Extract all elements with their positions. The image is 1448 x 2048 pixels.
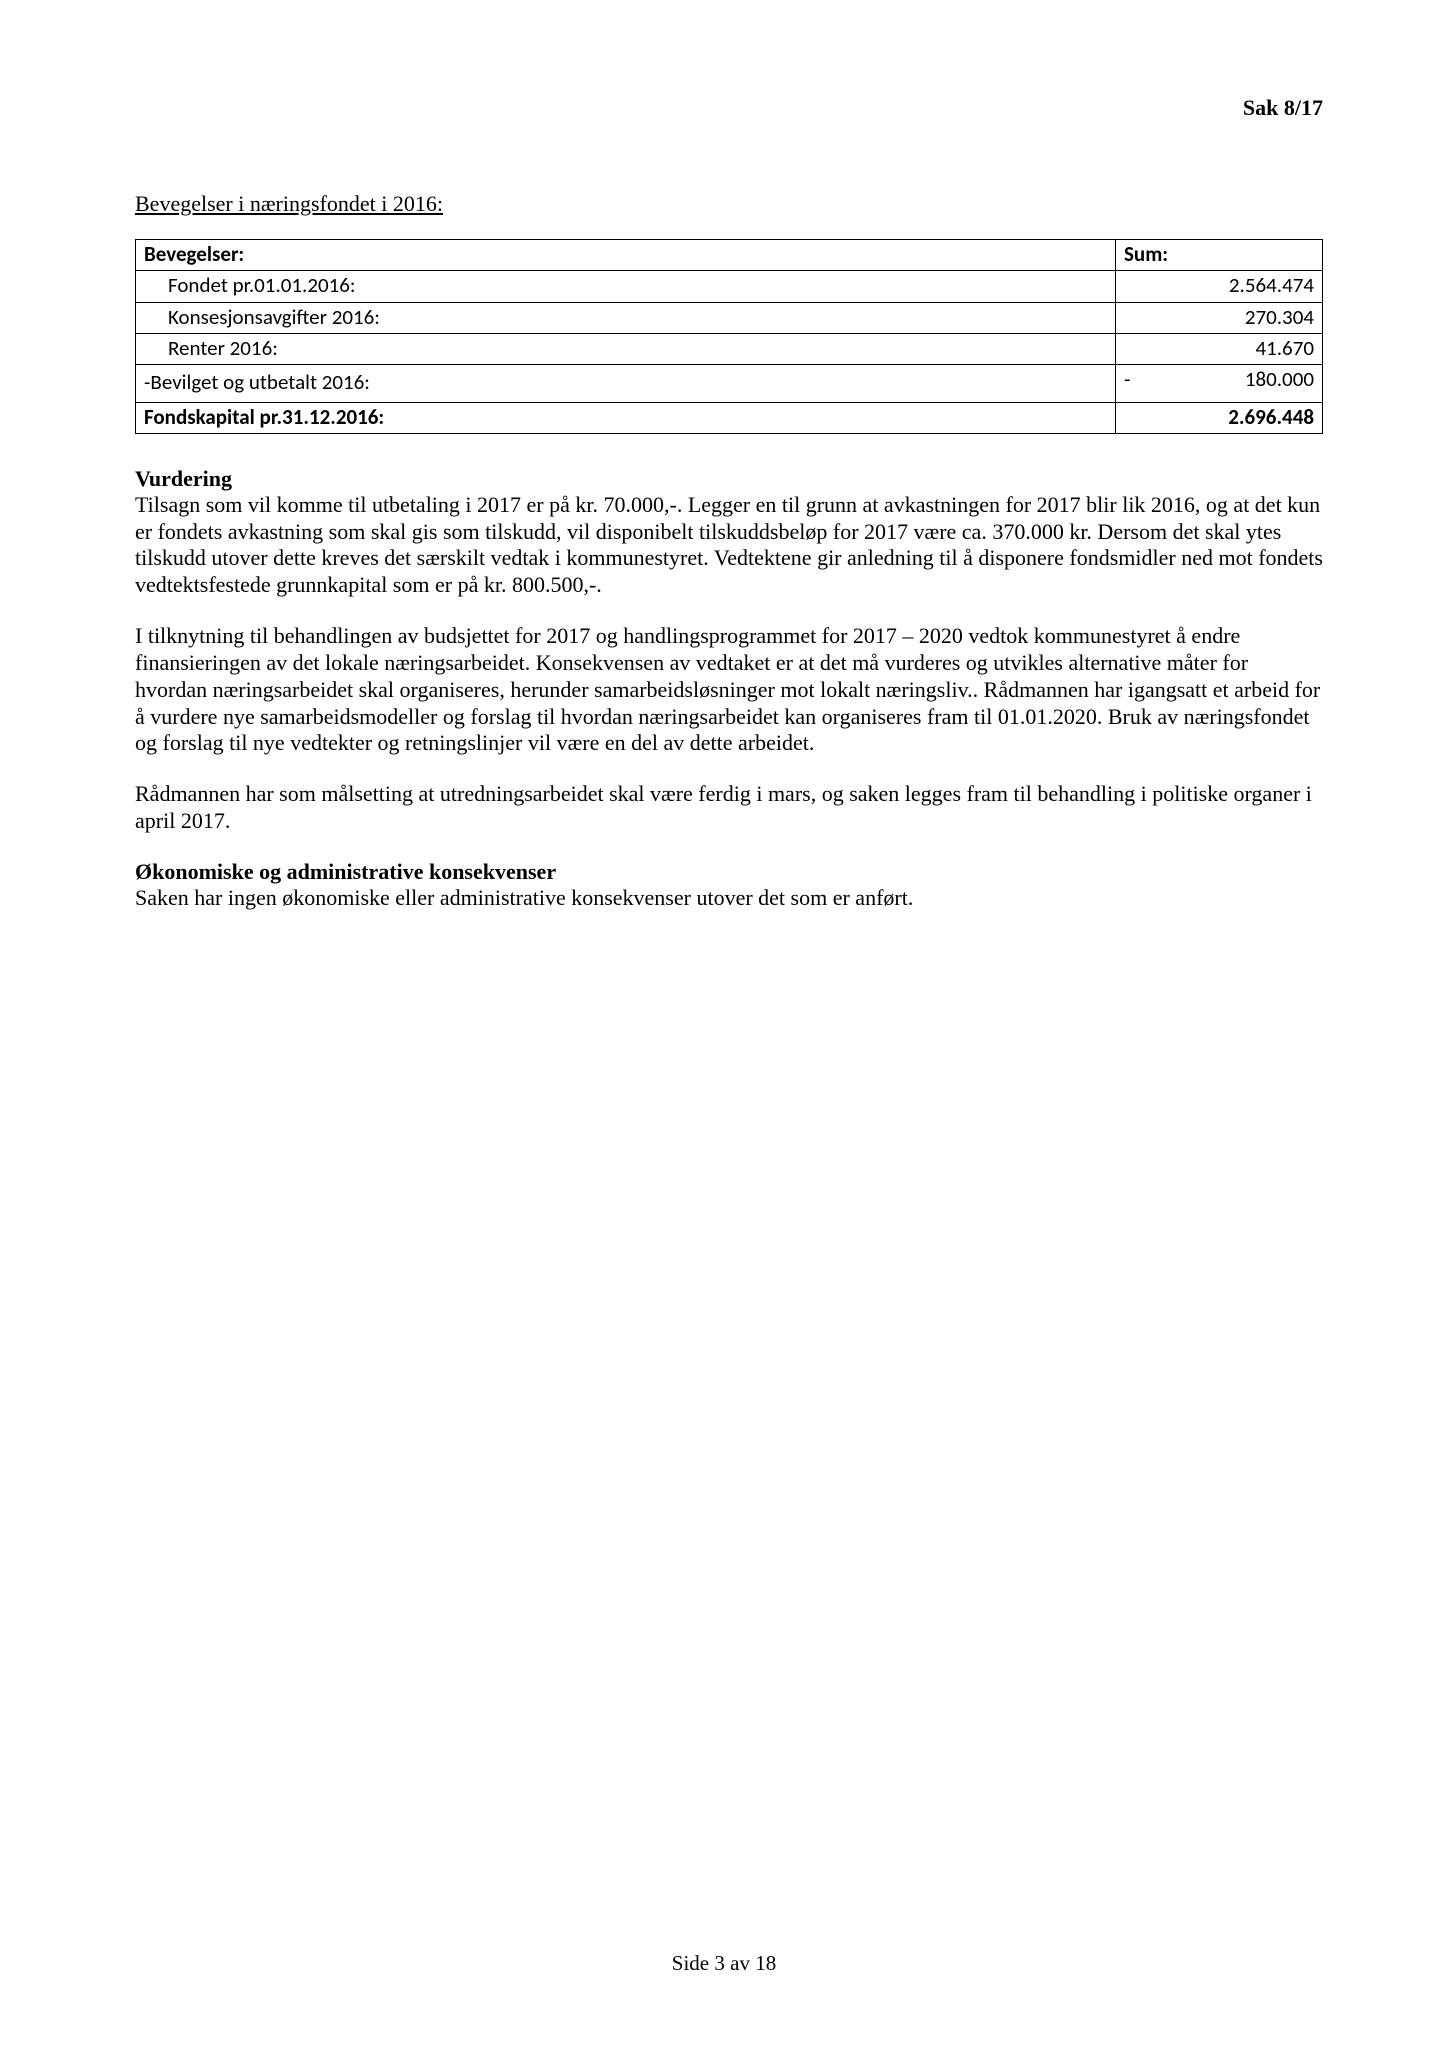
row-sum: 2.564.474 [1116,271,1323,302]
table-row: Konsesjonsavgifter 2016: 270.304 [136,302,1323,333]
vurdering-p3: Rådmannen har som målsetting at utrednin… [135,781,1323,835]
table-header-sum: Sum: [1116,240,1323,271]
econ-heading: Økonomiske og administrative konsekvense… [135,859,1323,885]
econ-p1: Saken har ingen økonomiske eller adminis… [135,885,1323,912]
vurdering-heading: Vurdering [135,466,1323,492]
row-sum: 41.670 [1116,333,1323,364]
movements-table: Bevegelser: Sum: Fondet pr.01.01.2016: 2… [135,239,1323,434]
row-label: -Bevilget og utbetalt 2016: [136,365,1116,403]
minus-sign: - [1124,366,1130,392]
document-page: Sak 8/17 Bevegelser i næringsfondet i 20… [0,0,1448,2048]
table-row: Renter 2016: 41.670 [136,333,1323,364]
footer-label: Fondskapital pr.31.12.2016: [136,402,1116,433]
case-number: Sak 8/17 [135,95,1323,121]
page-footer: Side 3 av 18 [0,1951,1448,1976]
table-row: Fondet pr.01.01.2016: 2.564.474 [136,271,1323,302]
row-label: Fondet pr.01.01.2016: [144,272,356,298]
footer-sum: 2.696.448 [1116,402,1323,433]
row-label: Renter 2016: [144,335,278,361]
table-row: -Bevilget og utbetalt 2016: - 180.000 [136,365,1323,403]
table-header-label: Bevegelser: [136,240,1116,271]
row-sum: 270.304 [1116,302,1323,333]
movements-title: Bevegelser i næringsfondet i 2016: [135,191,1323,217]
row-label: Konsesjonsavgifter 2016: [144,304,380,330]
vurdering-p1: Tilsagn som vil komme til utbetaling i 2… [135,492,1323,599]
vurdering-p2: I tilknytning til behandlingen av budsje… [135,623,1323,757]
table-footer-row: Fondskapital pr.31.12.2016: 2.696.448 [136,402,1323,433]
table-header-row: Bevegelser: Sum: [136,240,1323,271]
row-sum: - 180.000 [1116,365,1323,403]
row-sum-value: 180.000 [1245,366,1314,392]
